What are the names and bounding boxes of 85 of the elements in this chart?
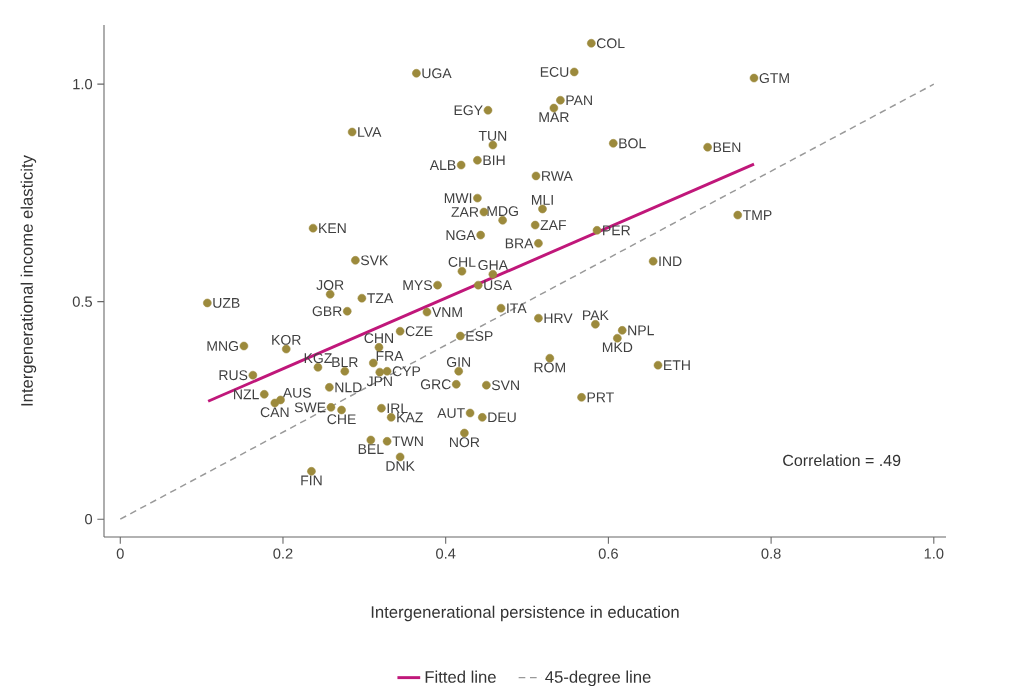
annotation: CHE <box>327 414 356 425</box>
annotation: NGA <box>446 230 476 241</box>
annotation: KOR <box>272 334 301 345</box>
annotation: BEN <box>713 142 741 153</box>
annotation: UZB <box>213 298 240 308</box>
annotation: MDG <box>487 206 518 217</box>
annotation: GIN <box>446 357 471 367</box>
annotation: MWI <box>444 193 472 203</box>
annotation: AUS <box>282 387 311 398</box>
annotation: BRA <box>505 238 534 249</box>
annotation: NZL <box>234 389 259 400</box>
annotation: USA <box>484 280 512 291</box>
annotation: PAN <box>566 95 592 106</box>
annotation: NPL <box>628 325 654 336</box>
x-tick-label: 0.4 <box>436 548 456 559</box>
annotation: TWN <box>392 436 423 447</box>
annotation: SWE <box>294 402 326 413</box>
annotation: ETH <box>664 360 690 370</box>
annotation: KEN <box>319 223 346 233</box>
annotation: RUS <box>219 370 248 381</box>
x-tick-label: 0.6 <box>598 548 618 559</box>
annotation: JPN <box>366 376 392 387</box>
annotation: CYP <box>392 366 421 377</box>
annotation: HRV <box>544 313 573 323</box>
annotation: GRC <box>420 379 451 390</box>
annotation: GTM <box>759 73 789 84</box>
annotation: BLR <box>332 357 358 367</box>
annotation: SVN <box>491 380 519 391</box>
annotation: MNG <box>207 341 238 351</box>
annotation: MYS <box>403 280 432 291</box>
annotation: TMP <box>742 210 772 220</box>
annotation: IND <box>659 256 682 267</box>
annotation: ZAR <box>451 207 479 217</box>
annotation: GBR <box>312 306 342 317</box>
annotation: EGY <box>454 105 483 116</box>
annotation: FRA <box>376 351 404 361</box>
annotation: CHN <box>364 333 393 344</box>
annotation: SVK <box>360 255 389 266</box>
x-tick-label: 0.8 <box>761 548 781 559</box>
legend-label: 45-degree line <box>545 670 651 687</box>
annotation: TZA <box>367 293 394 303</box>
annotation: ROM <box>534 362 565 373</box>
annotation: MKD <box>602 342 633 353</box>
annotation: ZAF <box>540 220 566 230</box>
annotation: ESP <box>466 331 493 341</box>
x-tick-label: 0.2 <box>273 548 293 559</box>
legend-label: Fitted line <box>425 670 496 683</box>
annotation: RWA <box>542 171 573 181</box>
annotation: BOL <box>619 138 646 149</box>
annotation: JOR <box>316 280 344 290</box>
annotation: AUT <box>437 408 465 418</box>
annotation: CAN <box>260 407 289 418</box>
annotation: ITA <box>507 303 527 313</box>
annotation: ECU <box>540 67 569 77</box>
annotation: Correlation = .49 <box>783 454 901 467</box>
annotation: CHL <box>448 257 476 267</box>
x-tick-label: 0 <box>116 548 124 559</box>
annotation: LVA <box>358 127 382 137</box>
annotation: BEL <box>358 444 384 454</box>
annotation: VNM <box>431 307 462 317</box>
annotation: PAK <box>583 310 609 321</box>
y-tick-label: 0 <box>85 513 93 525</box>
annotation: UGA <box>422 68 452 79</box>
annotation: GHA <box>478 260 509 270</box>
x-tick-label: 1.0 <box>924 548 944 559</box>
y-axis-title: Intergenerational income elasticity <box>20 155 37 406</box>
annotation: CZE <box>405 326 433 337</box>
annotation: FIN <box>301 475 322 486</box>
annotation: DEU <box>488 412 516 423</box>
annotation: MLI <box>531 195 553 205</box>
annotation: KAZ <box>397 412 423 423</box>
y-tick-label: 1.0 <box>73 78 93 90</box>
annotation: NOR <box>449 437 480 448</box>
annotation: BIH <box>483 155 505 166</box>
annotation: PER <box>603 225 631 236</box>
y-tick-label: 0.5 <box>72 296 92 307</box>
annotation: COL <box>596 38 625 49</box>
annotation: DNK <box>386 461 415 471</box>
annotation: NLD <box>335 382 362 393</box>
x-axis-title: Intergenerational persistence in education <box>371 605 679 622</box>
annotation: PRT <box>587 392 614 403</box>
annotation: ALB <box>429 160 456 170</box>
annotation: TUN <box>478 131 507 141</box>
annotation: IRL <box>387 403 408 414</box>
annotation: MAR <box>539 112 569 122</box>
